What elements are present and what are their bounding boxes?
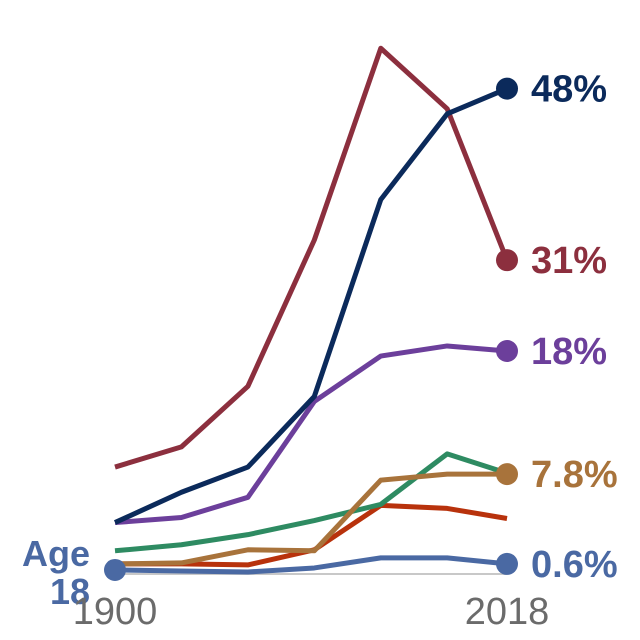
x-tick-label-0: 1900 (73, 591, 158, 633)
series-end-marker-3 (496, 463, 518, 486)
series-end-label-0: 48% (531, 69, 607, 111)
series-end-label-1: 31% (531, 240, 607, 282)
start-label-line-1: 18 (50, 571, 90, 612)
start-label: Age 18 (22, 533, 90, 612)
series-end-marker-0 (496, 77, 518, 100)
series-end-label-6: 0.6% (531, 544, 618, 586)
series-end-label-3: 7.8% (531, 454, 618, 496)
series-layer (113, 45, 510, 575)
series-line-2 (114, 343, 508, 526)
series-end-marker-6 (496, 552, 518, 575)
series-end-label-2: 18% (531, 331, 607, 373)
series-line-4 (114, 451, 508, 554)
start-label-line-0: Age (22, 533, 90, 574)
series-line-6 (114, 555, 508, 575)
x-tick-label-1: 2018 (465, 591, 550, 633)
series-line-1 (114, 45, 510, 470)
series-end-marker-2 (496, 340, 518, 362)
series-line-0 (113, 86, 508, 525)
series-line-3 (114, 471, 507, 567)
start-marker (104, 558, 126, 581)
marker-layer (104, 77, 518, 581)
x-axis: 1900 2018 (73, 591, 550, 633)
label-layer: 48% 31% 18% 7.8% 0.6% Age 18 (22, 69, 618, 612)
series-end-marker-1 (496, 249, 518, 272)
